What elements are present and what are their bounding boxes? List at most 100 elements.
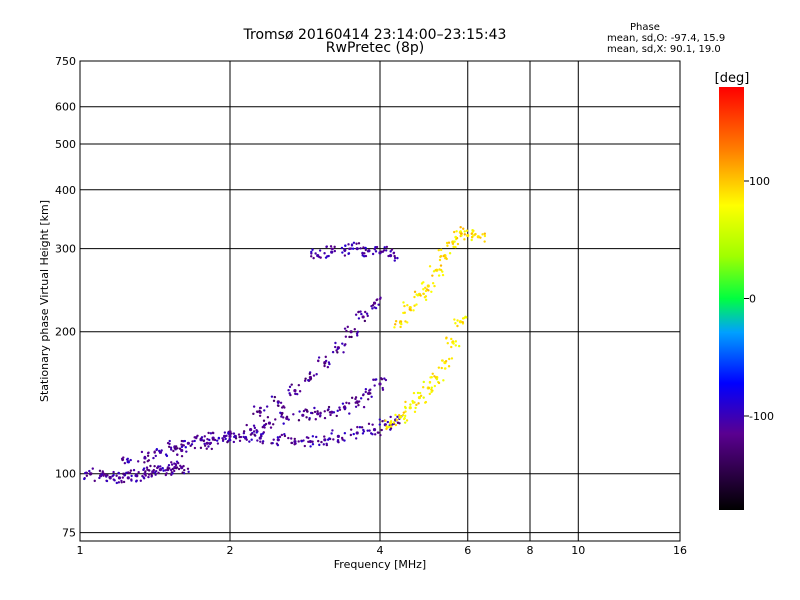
data-point bbox=[338, 408, 342, 411]
data-point bbox=[356, 334, 359, 337]
data-point bbox=[448, 357, 451, 361]
data-point bbox=[323, 362, 326, 365]
data-point bbox=[405, 419, 409, 422]
data-point bbox=[309, 445, 312, 448]
data-point bbox=[389, 250, 392, 253]
data-point bbox=[290, 437, 293, 440]
data-point bbox=[442, 379, 445, 382]
data-point bbox=[169, 446, 173, 449]
data-point bbox=[296, 392, 299, 396]
data-point bbox=[252, 430, 256, 433]
data-point bbox=[258, 414, 262, 417]
data-point bbox=[424, 286, 427, 289]
data-point bbox=[385, 427, 388, 431]
data-point bbox=[371, 423, 374, 426]
data-point bbox=[371, 252, 375, 256]
data-point bbox=[402, 301, 405, 304]
data-point bbox=[242, 435, 245, 439]
data-point bbox=[408, 308, 411, 311]
data-point bbox=[128, 471, 132, 475]
data-point bbox=[122, 472, 125, 476]
data-point bbox=[282, 422, 285, 425]
data-point bbox=[126, 471, 130, 474]
data-point bbox=[387, 425, 391, 429]
data-point bbox=[413, 295, 416, 299]
data-point bbox=[215, 439, 219, 442]
data-point bbox=[225, 434, 228, 438]
data-point bbox=[359, 247, 362, 250]
data-point bbox=[379, 296, 382, 299]
data-point bbox=[346, 325, 349, 329]
data-point bbox=[354, 397, 357, 401]
data-point bbox=[307, 440, 310, 444]
data-point bbox=[397, 414, 401, 417]
data-point bbox=[142, 477, 146, 480]
data-point bbox=[308, 372, 311, 376]
data-point bbox=[388, 254, 393, 258]
data-point bbox=[262, 419, 266, 422]
data-point bbox=[146, 454, 150, 457]
data-point bbox=[402, 417, 406, 421]
data-point bbox=[440, 366, 443, 370]
data-point bbox=[320, 440, 323, 444]
data-point bbox=[338, 406, 341, 409]
data-point bbox=[186, 441, 190, 445]
data-point bbox=[183, 439, 187, 443]
data-point bbox=[428, 392, 432, 396]
data-point bbox=[332, 411, 336, 414]
data-point bbox=[373, 384, 376, 387]
data-point bbox=[366, 392, 370, 395]
data-point bbox=[419, 294, 422, 297]
data-point bbox=[430, 290, 433, 293]
data-point bbox=[343, 439, 346, 442]
data-point bbox=[349, 330, 353, 334]
data-point bbox=[372, 428, 377, 432]
data-point bbox=[121, 476, 125, 479]
data-point bbox=[102, 474, 105, 477]
data-point bbox=[381, 386, 384, 390]
data-point bbox=[343, 405, 346, 408]
data-point bbox=[393, 259, 396, 262]
stats-heading: Phase bbox=[630, 22, 660, 33]
data-point bbox=[93, 479, 96, 483]
data-point bbox=[175, 445, 178, 448]
data-point bbox=[191, 440, 194, 443]
data-point bbox=[413, 290, 417, 294]
data-point bbox=[340, 436, 344, 440]
data-point bbox=[393, 256, 397, 260]
data-point bbox=[248, 440, 251, 443]
grid-lines bbox=[80, 61, 680, 541]
data-point bbox=[125, 471, 128, 474]
data-point bbox=[459, 232, 463, 235]
data-point bbox=[258, 409, 261, 413]
data-point bbox=[370, 395, 373, 398]
data-point bbox=[156, 466, 159, 470]
data-point bbox=[378, 382, 382, 386]
data-point bbox=[343, 407, 347, 410]
data-point bbox=[459, 230, 462, 233]
data-point bbox=[270, 395, 274, 398]
data-point bbox=[317, 356, 321, 359]
data-point bbox=[364, 248, 368, 252]
data-point bbox=[445, 241, 449, 245]
data-point bbox=[357, 310, 360, 314]
colorbar-unit: [deg] bbox=[715, 71, 750, 86]
data-point bbox=[276, 438, 280, 442]
data-point bbox=[211, 431, 215, 435]
data-point bbox=[159, 465, 162, 468]
data-point bbox=[446, 341, 449, 345]
data-point bbox=[340, 246, 344, 250]
data-point bbox=[253, 433, 256, 436]
data-point bbox=[476, 235, 480, 239]
data-point bbox=[318, 249, 322, 252]
data-point bbox=[470, 238, 473, 242]
data-point bbox=[474, 232, 477, 236]
data-point bbox=[404, 320, 407, 323]
data-point bbox=[463, 238, 466, 241]
data-point bbox=[399, 325, 402, 329]
data-point bbox=[126, 460, 129, 464]
data-point bbox=[404, 406, 407, 410]
data-point bbox=[147, 473, 151, 476]
data-point bbox=[314, 252, 317, 255]
